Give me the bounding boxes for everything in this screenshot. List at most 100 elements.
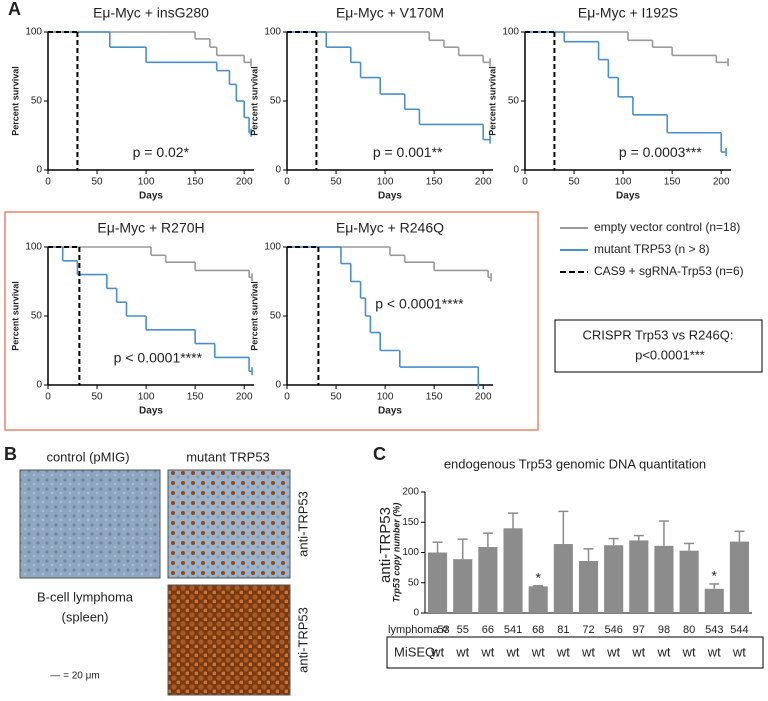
bar <box>704 588 724 613</box>
x-tick-label: 200 <box>236 177 253 188</box>
x-tick-label: 546 <box>604 624 622 636</box>
stain-label: anti-TRP53 <box>295 607 310 673</box>
y-tick-label: 50 <box>270 311 282 322</box>
y-tick-label: 0 <box>275 165 281 176</box>
micrograph <box>167 469 291 579</box>
x-tick-label: 98 <box>658 624 670 636</box>
survival-end <box>553 169 556 171</box>
highlight-box <box>4 211 539 431</box>
y-tick-label: 50 <box>31 96 43 107</box>
y-tick-label: 50 <box>508 96 520 107</box>
panel-label: A <box>8 0 21 19</box>
x-axis-label: lymphoma # <box>388 624 449 636</box>
crispr-text: CRISPR Trp53 vs R246Q: <box>583 327 734 342</box>
x-tick-label: 100 <box>377 392 394 403</box>
y-tick-label: 150 <box>402 517 419 528</box>
group-label: anti-TRP53 <box>377 507 394 583</box>
x-tick-label: 50 <box>91 392 103 403</box>
y-tick-label: 50 <box>408 577 420 588</box>
x-tick-label: 541 <box>504 624 522 636</box>
x-tick-label: 544 <box>730 624 748 636</box>
miseq-value: wt <box>506 644 520 659</box>
bar <box>528 586 548 613</box>
x-tick-label: 0 <box>45 177 51 188</box>
y-axis-label: Percent survival <box>487 66 497 136</box>
y-tick-label: 50 <box>31 311 43 322</box>
bar <box>604 545 624 613</box>
x-tick-label: 100 <box>138 392 155 403</box>
miseq-value: wt <box>430 644 444 659</box>
x-tick-label: 0 <box>45 392 51 403</box>
y-tick-label: 100 <box>402 547 419 558</box>
bar <box>453 559 473 613</box>
y-axis-label: Percent survival <box>10 281 20 351</box>
annotation: p = 0.02* <box>133 144 190 160</box>
y-tick-label: 0 <box>36 165 42 176</box>
miseq-value: wt <box>707 644 721 659</box>
x-tick-label: 80 <box>683 624 695 636</box>
x-axis-label: Days <box>378 406 402 417</box>
bar <box>503 528 523 613</box>
annotation: p < 0.0001**** <box>375 296 464 312</box>
x-tick-label: 50 <box>330 392 342 403</box>
x-tick-label: 81 <box>557 624 569 636</box>
survival-end <box>317 384 320 386</box>
annotation: p < 0.0001**** <box>114 349 203 365</box>
chart-title: Eμ-Myc + V170M <box>336 5 444 21</box>
x-tick-label: 0 <box>522 177 528 188</box>
image-label: control (pMIG) <box>46 449 129 464</box>
miseq-value: wt <box>656 644 670 659</box>
miseq-value: wt <box>455 644 469 659</box>
miseq-value: wt <box>682 644 696 659</box>
miseq-value: wt <box>732 644 746 659</box>
y-tick-label: 0 <box>513 165 519 176</box>
x-tick-label: 50 <box>568 177 580 188</box>
y-tick-label: 100 <box>264 242 281 253</box>
tissue-label: (spleen) <box>62 609 109 624</box>
tissue-label: B-cell lymphoma <box>37 589 134 604</box>
legend-label: empty vector control (n=18) <box>594 220 740 234</box>
chart-title: Eμ-Myc + R270H <box>97 220 204 236</box>
stain-label: anti-TRP53 <box>295 491 310 557</box>
miseq-value: wt <box>480 644 494 659</box>
x-tick-label: 150 <box>664 177 681 188</box>
x-tick-label: 200 <box>475 177 492 188</box>
x-tick-label: 55 <box>457 624 469 636</box>
x-tick-label: 72 <box>582 624 594 636</box>
panel-label: B <box>4 444 17 464</box>
x-tick-label: 150 <box>187 392 204 403</box>
miseq-value: wt <box>606 644 620 659</box>
survival-end <box>76 169 79 171</box>
panel-label: C <box>373 444 386 464</box>
significance: * <box>535 569 541 585</box>
x-axis-label: Days <box>378 191 402 202</box>
bar <box>679 550 699 613</box>
miseq-label: MiSEQ: <box>394 644 439 659</box>
micrograph <box>19 469 161 579</box>
x-tick-label: 66 <box>482 624 494 636</box>
x-tick-label: 50 <box>91 177 103 188</box>
y-tick-label: 100 <box>25 27 42 38</box>
x-tick-label: 100 <box>138 177 155 188</box>
y-tick-label: 0 <box>413 608 419 619</box>
y-axis-label: Percent survival <box>249 281 259 351</box>
x-tick-label: 97 <box>633 624 645 636</box>
x-tick-label: 50 <box>330 177 342 188</box>
bar <box>578 560 599 613</box>
micrograph <box>167 584 291 696</box>
y-tick-label: 200 <box>402 487 419 498</box>
y-tick-label: 0 <box>36 380 42 391</box>
y-tick-label: 100 <box>25 242 42 253</box>
miseq-value: wt <box>631 644 645 659</box>
miseq-value: wt <box>556 644 570 659</box>
bar <box>553 544 573 613</box>
x-tick-label: 100 <box>377 177 394 188</box>
chart-title: Eμ-Myc + insG280 <box>93 5 209 21</box>
miseq-value: wt <box>531 644 545 659</box>
x-tick-label: 68 <box>532 624 544 636</box>
scale-label: — = 20 μm <box>50 671 99 682</box>
crispr-box <box>554 319 763 373</box>
miseq-value: wt <box>581 644 595 659</box>
significance: * <box>712 568 718 584</box>
